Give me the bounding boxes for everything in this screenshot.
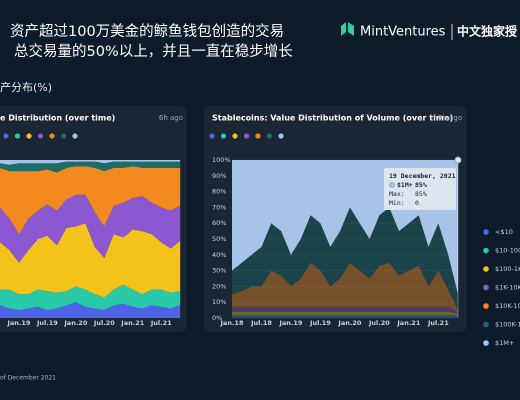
tooltip-max: 85% [415, 190, 427, 198]
tooltip [384, 168, 456, 210]
updated: 6h ago [159, 114, 183, 122]
tooltip-value: 85% [415, 181, 427, 189]
legend-label: <$10 [495, 228, 513, 236]
y-tick-label: 60% [212, 219, 226, 227]
legend-label: $1M+ [495, 339, 514, 347]
area [232, 262, 458, 312]
legend-dot [72, 133, 78, 139]
section-title: 产分布(%) [0, 80, 52, 94]
brand: MintVentures [360, 25, 446, 40]
x-tick-label: Jan.20 [337, 319, 361, 327]
tooltip-date: 19 December, 2021 [389, 172, 456, 180]
legend-dot [255, 133, 261, 139]
area [0, 161, 181, 173]
charts: Jan.19 Jul.19 Jan.20 Jul.20 Jan.21 Jul.21 100%… [0, 133, 520, 347]
x-tick-label: Jul.19 [309, 319, 331, 327]
tooltip-swatch [389, 182, 395, 188]
area [232, 306, 458, 314]
legend-label: $1K-10K [495, 284, 520, 292]
y-tick-label: 0% [212, 314, 222, 322]
area [232, 311, 458, 315]
x-tick-label: Jul.21 [427, 319, 449, 327]
x-tick-label: Jul.20 [368, 319, 390, 327]
chart-title: Stablecoins: Value Distribution of Volum… [212, 114, 453, 123]
tooltip-min: 0 [415, 199, 419, 207]
x-tick-label: Jan.20 [63, 319, 87, 327]
legend-dot [37, 133, 44, 139]
area [0, 302, 181, 318]
y-tick-label: 50% [212, 235, 226, 243]
legend-label: $10K-100K [495, 302, 520, 310]
area [232, 314, 458, 317]
y-tick-label: 80% [212, 188, 226, 196]
legend-dot [266, 133, 273, 139]
legend-swatch [483, 229, 489, 235]
legend-dot [3, 133, 9, 139]
y-tick-label: 10% [212, 298, 226, 306]
tooltip-series: $1M+ [397, 181, 413, 189]
legend-dot [232, 133, 238, 139]
x-tick-label: Jan.19 [6, 319, 30, 327]
x-tick-label: Jul.18 [250, 319, 272, 327]
x-tick-label: Jul.20 [93, 319, 115, 327]
chart-title: e Distribution (over time) [0, 114, 115, 123]
x-tick-label: Jan.21 [120, 319, 144, 327]
legend-dot [26, 133, 32, 139]
area [232, 207, 458, 311]
legend-swatch [483, 340, 489, 346]
area [0, 284, 181, 311]
area [0, 223, 181, 298]
area [0, 166, 181, 235]
updated: 6h ago [438, 114, 462, 122]
y-tick-label: 30% [212, 267, 226, 275]
logo: MintVentures 中文独家授 [341, 22, 518, 40]
area [0, 160, 181, 165]
legend-label: $100K-1M [495, 321, 520, 329]
footnote: of December 2021 [0, 375, 56, 382]
x-tick-label: Jul.21 [150, 319, 172, 327]
y-tick-label: 90% [212, 172, 226, 180]
tooltip-max-label: Max: [389, 190, 405, 198]
x-tick-label: Jan.19 [278, 319, 302, 327]
y-tick-label: 40% [212, 251, 226, 259]
legend-swatch [483, 247, 489, 254]
x-tick-label: Jul.19 [36, 319, 58, 327]
tagline: 中文独家授 [457, 24, 518, 39]
tooltip-min-label: Min: [389, 199, 405, 207]
y-tick-label: 20% [212, 282, 226, 290]
legend-dot [60, 133, 67, 139]
y-tick-label: 70% [212, 203, 226, 211]
legend-dot [209, 133, 215, 139]
legend-swatch [483, 266, 489, 272]
x-tick-label: Jan.18 [220, 319, 244, 327]
y-tick-label: 100% [212, 156, 231, 164]
legend-swatch [483, 321, 489, 328]
logo-icon [341, 22, 354, 36]
headline: 总交易量的50%以上，并且一直在稳步增长 [14, 42, 293, 60]
legend-dot [14, 133, 21, 139]
legend-dot [49, 133, 55, 139]
headline: 资产超过100万美金的鲸鱼钱包创造的交易 [10, 22, 284, 40]
x-tick-label: Jan.21 [396, 319, 420, 327]
area [0, 194, 181, 263]
legend-dot [220, 133, 227, 139]
legend-dot [278, 133, 284, 139]
legend-dot [243, 133, 250, 139]
legend-swatch [483, 303, 489, 309]
hover-dot [454, 156, 462, 164]
legend-swatch [483, 284, 489, 291]
area [232, 316, 458, 318]
legend-label: $100-1K [495, 265, 520, 273]
legend-label: $10-100 [495, 247, 520, 255]
